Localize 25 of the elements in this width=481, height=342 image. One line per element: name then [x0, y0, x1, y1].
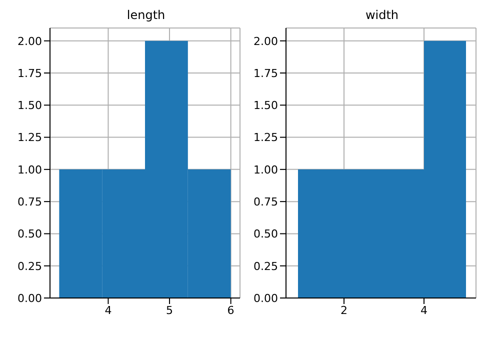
y-tick-label: 1.00 — [18, 163, 42, 176]
y-tick-label: 0.00 — [254, 292, 278, 305]
y-tick-label: 1.00 — [254, 163, 278, 176]
y-tick-label: 1.75 — [18, 66, 42, 80]
y-tick-label: 2.00 — [18, 34, 42, 48]
chart-title: width — [364, 8, 400, 24]
y-tick-label: 0.50 — [254, 228, 278, 241]
y-tick-label: 2.00 — [254, 34, 278, 48]
y-tick-label: 0.00 — [18, 292, 42, 305]
x-tick-label: 5 — [166, 304, 174, 317]
y-tick-label: 0.50 — [18, 228, 42, 241]
y-tick-label: 1.25 — [254, 131, 278, 144]
x-tick-label: 4 — [420, 304, 428, 317]
y-tick-label: 0.75 — [18, 195, 42, 208]
y-tick-label: 1.75 — [254, 66, 278, 80]
x-tick-label: 2 — [340, 304, 348, 317]
y-tick-label: 0.25 — [254, 260, 278, 273]
y-tick-label: 1.50 — [18, 99, 42, 112]
x-tick-label: 4 — [104, 304, 112, 317]
y-tick-label: 0.75 — [254, 195, 278, 208]
chart-title: length — [126, 8, 166, 24]
y-tick-label: 1.25 — [18, 131, 42, 144]
x-tick-label: 6 — [227, 304, 234, 317]
y-tick-label: 0.25 — [18, 260, 42, 273]
y-tick-label: 1.50 — [254, 99, 278, 112]
